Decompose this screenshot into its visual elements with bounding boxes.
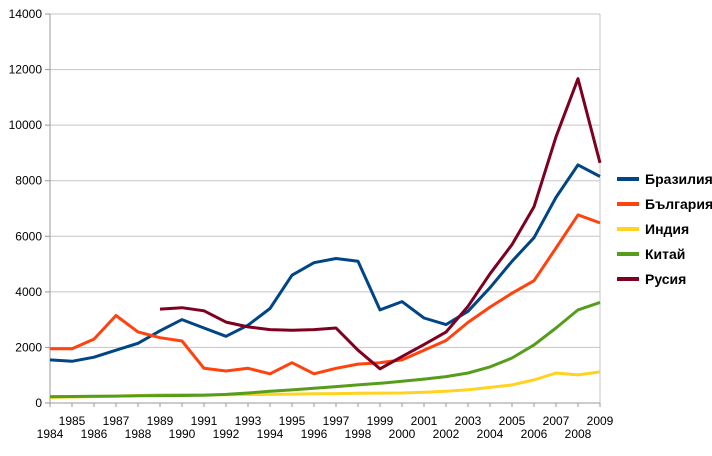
x-tick-label: 1998	[345, 427, 372, 441]
x-tick-label: 1986	[81, 427, 108, 441]
y-tick-label: 14000	[9, 7, 43, 21]
x-tick-label: 2008	[565, 427, 592, 441]
x-tick-label: 2001	[411, 414, 438, 428]
x-tick-label: 2007	[543, 414, 570, 428]
legend-label: Китай	[645, 245, 686, 262]
x-tick-label: 2000	[389, 427, 416, 441]
legend-swatch-icon	[617, 251, 639, 256]
x-tick-label: 1989	[147, 414, 174, 428]
x-tick-label: 1991	[191, 414, 218, 428]
series-line-1	[50, 213, 601, 376]
x-tick-label: 1984	[37, 427, 64, 441]
x-tick-label: 2002	[433, 427, 460, 441]
y-tick-label: 8000	[15, 174, 42, 188]
x-tick-label: 1996	[301, 427, 328, 441]
series-line-2	[49, 370, 601, 399]
x-tick-label: 2003	[455, 414, 482, 428]
y-tick-label: 10000	[9, 118, 43, 132]
legend-item-1: България	[617, 191, 712, 216]
x-tick-label: 1999	[367, 414, 394, 428]
legend-label: Русия	[645, 270, 687, 287]
x-tick-label: 1994	[257, 427, 284, 441]
y-tick-label: 2000	[15, 340, 42, 354]
x-tick-label: 1995	[279, 414, 306, 428]
x-tick-label: 1988	[125, 427, 152, 441]
y-tick-label: 0	[35, 396, 42, 410]
x-tick-label: 2006	[521, 427, 548, 441]
x-tick-label: 1987	[103, 414, 130, 428]
legend-item-0: Бразилия	[617, 166, 712, 191]
x-tick-label: 2009	[587, 414, 614, 428]
x-tick-label: 1985	[59, 414, 86, 428]
series-line-0	[49, 163, 601, 363]
legend-swatch-icon	[617, 176, 639, 181]
x-tick-label: 1997	[323, 414, 350, 428]
chart-legend: Бразилия България Индия Китай Русия	[617, 166, 712, 291]
x-tick-label: 1992	[213, 427, 240, 441]
series-line-3	[49, 300, 601, 399]
legend-item-3: Китай	[617, 241, 712, 266]
x-tick-label: 2004	[477, 427, 504, 441]
legend-item-4: Русия	[617, 266, 712, 291]
legend-label: Индия	[645, 220, 690, 237]
y-tick-label: 4000	[15, 285, 42, 299]
y-tick-label: 6000	[15, 229, 42, 243]
legend-swatch-icon	[617, 201, 639, 206]
legend-label: Бразилия	[645, 170, 712, 187]
legend-swatch-icon	[617, 276, 639, 281]
legend-label: България	[645, 195, 712, 212]
x-tick-label: 1990	[169, 427, 196, 441]
legend-item-2: Индия	[617, 216, 712, 241]
y-tick-label: 12000	[9, 63, 43, 77]
x-tick-label: 1993	[235, 414, 262, 428]
series-line-4	[159, 77, 602, 371]
x-tick-label: 2005	[499, 414, 526, 428]
legend-swatch-icon	[617, 226, 639, 231]
